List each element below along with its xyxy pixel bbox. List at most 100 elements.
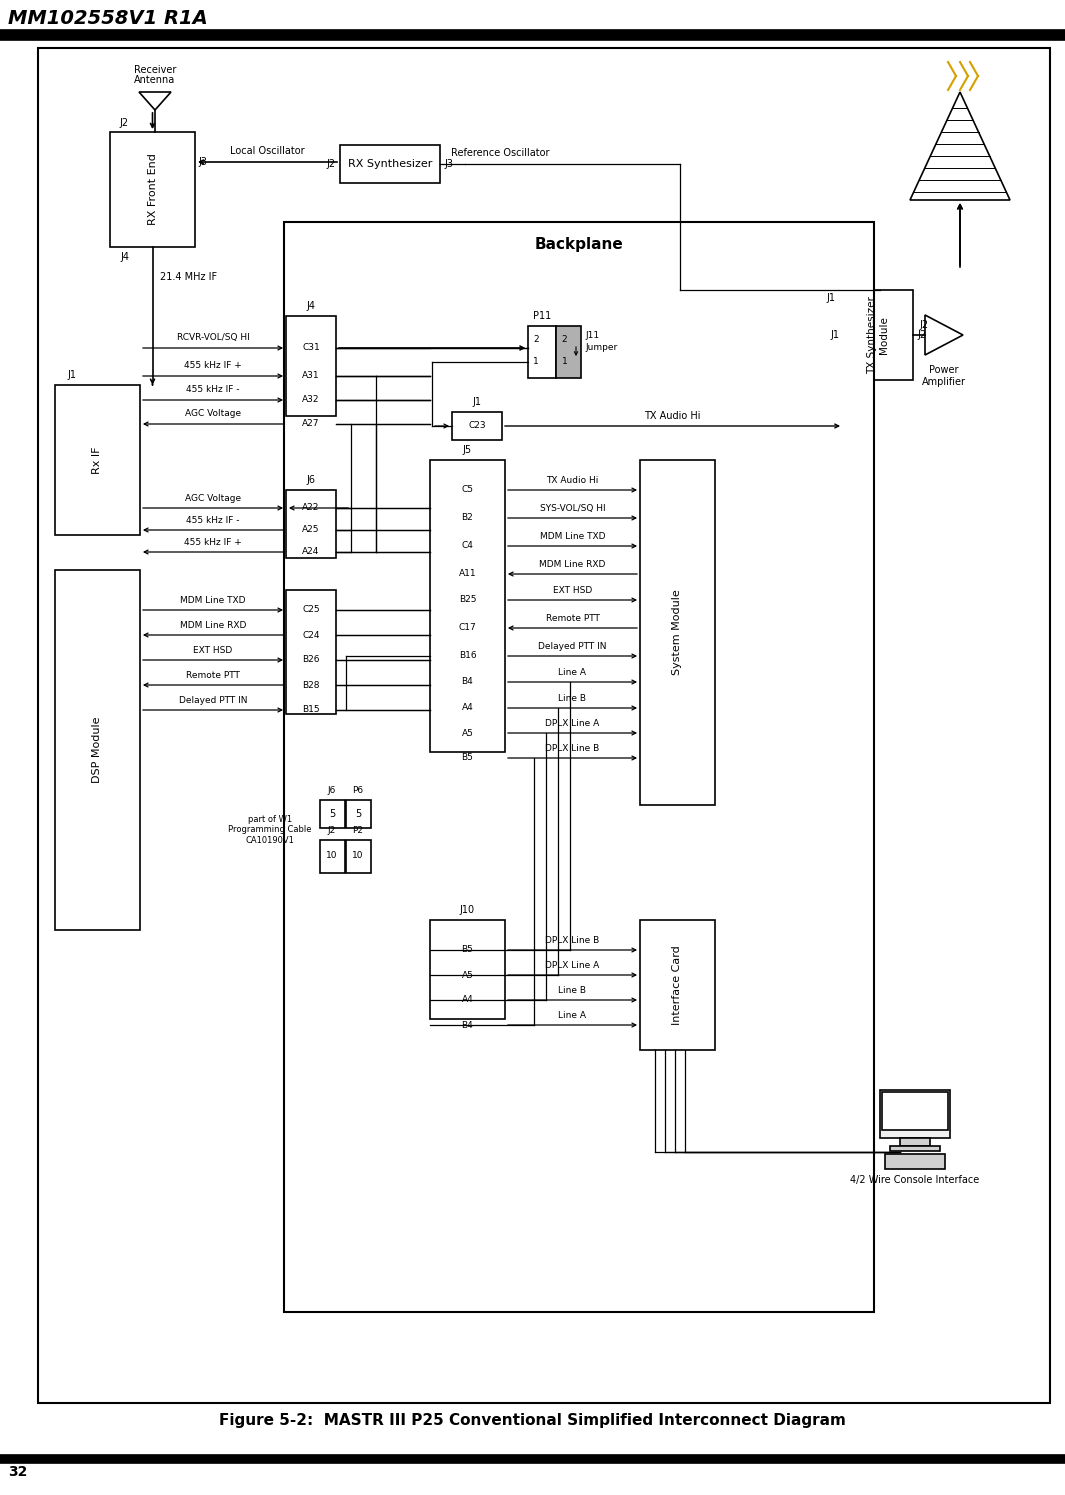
Text: Interface Card: Interface Card bbox=[672, 945, 683, 1026]
Text: C17: C17 bbox=[459, 623, 476, 632]
Text: RCVR-VOL/SQ HI: RCVR-VOL/SQ HI bbox=[177, 333, 249, 342]
Bar bbox=[346, 800, 371, 828]
Text: MDM Line TXD: MDM Line TXD bbox=[180, 597, 246, 605]
Text: J4: J4 bbox=[307, 300, 315, 311]
Text: MDM Line RXD: MDM Line RXD bbox=[180, 620, 246, 629]
Bar bbox=[880, 1090, 950, 1138]
Text: J6: J6 bbox=[328, 786, 337, 795]
Text: A27: A27 bbox=[302, 420, 320, 429]
Text: 455 kHz IF +: 455 kHz IF + bbox=[184, 538, 242, 547]
Bar bbox=[0, 1455, 1065, 1464]
Text: Antenna: Antenna bbox=[134, 75, 176, 85]
Text: 455 kHz IF -: 455 kHz IF - bbox=[186, 386, 240, 395]
Bar bbox=[528, 326, 556, 378]
Text: C24: C24 bbox=[302, 631, 320, 640]
Text: 1: 1 bbox=[534, 357, 539, 366]
Text: Remote PTT: Remote PTT bbox=[545, 614, 600, 623]
Text: B5: B5 bbox=[461, 753, 474, 762]
Text: J4: J4 bbox=[120, 253, 129, 262]
Text: TX Audio Hi: TX Audio Hi bbox=[644, 411, 701, 422]
Text: C31: C31 bbox=[302, 344, 320, 353]
Bar bbox=[320, 840, 345, 873]
Text: A4: A4 bbox=[461, 996, 473, 1005]
Text: DPLX Line B: DPLX Line B bbox=[545, 936, 600, 945]
Bar bbox=[55, 570, 140, 930]
Bar bbox=[0, 30, 1065, 40]
Text: 2: 2 bbox=[534, 335, 539, 344]
Text: DSP Module: DSP Module bbox=[93, 716, 102, 783]
Text: MDM Line TXD: MDM Line TXD bbox=[540, 532, 605, 541]
Polygon shape bbox=[925, 315, 963, 354]
Bar bbox=[340, 145, 440, 182]
Text: J2: J2 bbox=[917, 330, 927, 339]
Text: A22: A22 bbox=[302, 504, 320, 513]
Text: J1: J1 bbox=[473, 398, 481, 407]
Text: AGC Voltage: AGC Voltage bbox=[185, 493, 241, 502]
Text: J1: J1 bbox=[826, 293, 836, 303]
Bar bbox=[452, 413, 502, 440]
Bar bbox=[55, 386, 140, 535]
Bar bbox=[640, 460, 715, 804]
Text: DPLX Line B: DPLX Line B bbox=[545, 745, 600, 753]
Text: J2: J2 bbox=[919, 320, 928, 330]
Text: DPLX Line A: DPLX Line A bbox=[545, 719, 600, 728]
Text: TX Synthesizer
Module: TX Synthesizer Module bbox=[867, 296, 889, 374]
Text: P11: P11 bbox=[532, 311, 551, 321]
Text: B15: B15 bbox=[302, 706, 320, 715]
Text: Power
Amplifier: Power Amplifier bbox=[922, 365, 966, 387]
Text: Rx IF: Rx IF bbox=[93, 446, 102, 474]
Bar bbox=[640, 919, 715, 1049]
Text: SYS-VOL/SQ HI: SYS-VOL/SQ HI bbox=[540, 504, 605, 513]
Bar bbox=[890, 1147, 940, 1151]
Text: Remote PTT: Remote PTT bbox=[186, 671, 240, 680]
Bar bbox=[900, 1138, 930, 1147]
Text: J1: J1 bbox=[67, 369, 76, 380]
Text: B28: B28 bbox=[302, 680, 320, 689]
Text: 455 kHz IF -: 455 kHz IF - bbox=[186, 516, 240, 525]
Text: J2: J2 bbox=[120, 118, 129, 129]
Bar bbox=[286, 315, 335, 416]
Text: C4: C4 bbox=[461, 541, 474, 550]
Text: P6: P6 bbox=[353, 786, 363, 795]
Text: J5: J5 bbox=[463, 446, 472, 454]
Bar bbox=[320, 800, 345, 828]
Text: Delayed PTT IN: Delayed PTT IN bbox=[179, 697, 247, 706]
Text: Line B: Line B bbox=[558, 987, 587, 996]
Bar bbox=[110, 132, 195, 247]
Text: 5: 5 bbox=[355, 809, 361, 819]
Text: A31: A31 bbox=[302, 371, 320, 381]
Text: Backplane: Backplane bbox=[535, 238, 623, 253]
Text: 32: 32 bbox=[9, 1465, 28, 1479]
Text: A24: A24 bbox=[302, 547, 320, 556]
Text: J10: J10 bbox=[460, 904, 475, 915]
Text: 5: 5 bbox=[329, 809, 335, 819]
Text: 455 kHz IF +: 455 kHz IF + bbox=[184, 360, 242, 369]
Text: A32: A32 bbox=[302, 396, 320, 405]
Text: J2: J2 bbox=[327, 158, 335, 169]
Text: RX Front End: RX Front End bbox=[147, 154, 158, 226]
Text: Line A: Line A bbox=[558, 1011, 587, 1020]
Text: Receiver: Receiver bbox=[134, 64, 176, 75]
Bar bbox=[885, 1154, 945, 1169]
Text: A25: A25 bbox=[302, 526, 320, 535]
Text: J3: J3 bbox=[198, 157, 207, 167]
Text: Delayed PTT IN: Delayed PTT IN bbox=[538, 641, 607, 650]
Text: Line B: Line B bbox=[558, 694, 587, 703]
Text: AGC Voltage: AGC Voltage bbox=[185, 410, 241, 419]
Text: C25: C25 bbox=[302, 605, 320, 614]
Text: 2: 2 bbox=[561, 335, 568, 344]
Text: DPLX Line A: DPLX Line A bbox=[545, 961, 600, 970]
Text: TX Audio Hi: TX Audio Hi bbox=[546, 475, 599, 484]
Bar bbox=[430, 460, 505, 752]
Text: B16: B16 bbox=[459, 652, 476, 661]
Bar bbox=[286, 591, 335, 715]
Text: MDM Line RXD: MDM Line RXD bbox=[539, 561, 606, 570]
Text: C23: C23 bbox=[469, 422, 486, 431]
Text: C5: C5 bbox=[461, 486, 474, 495]
Text: A11: A11 bbox=[459, 570, 476, 579]
Polygon shape bbox=[910, 93, 1010, 200]
Text: MM102558V1 R1A: MM102558V1 R1A bbox=[9, 9, 208, 27]
Text: P2: P2 bbox=[353, 827, 363, 836]
Bar bbox=[284, 221, 874, 1313]
Bar bbox=[843, 290, 913, 380]
